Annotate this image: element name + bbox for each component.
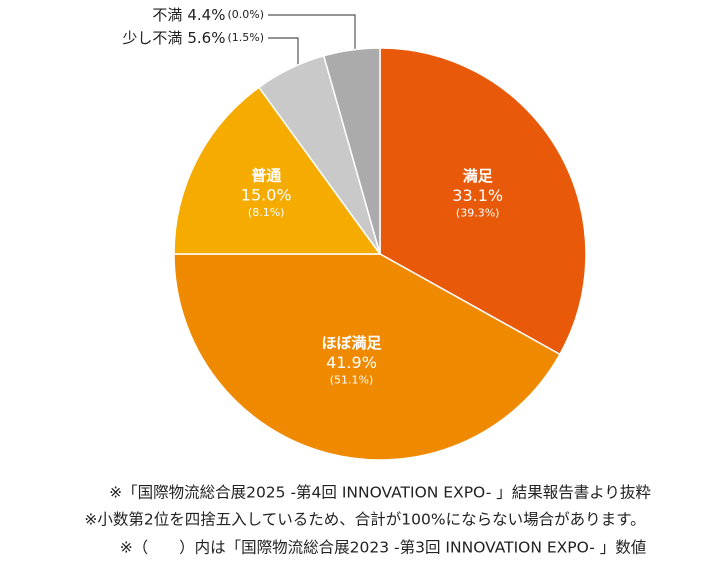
value-label: 15.0%: [241, 186, 292, 205]
previous-label: (39.3%): [456, 207, 500, 220]
value-label: 4.4%: [187, 6, 225, 24]
previous-label: (51.1%): [330, 374, 374, 387]
value-label: 41.9%: [326, 353, 377, 372]
pie-slice: [379, 47, 587, 356]
footnote: ※「国際物流総合展2025 -第4回 INNOVATION EXPO- 」結果報…: [109, 484, 651, 502]
leader-line: [268, 37, 299, 66]
footnote: ※（ ）内は「国際物流総合展2023 -第3回 INNOVATION EXPO-…: [120, 539, 647, 557]
value-label: 5.6%: [187, 29, 225, 47]
category-label: 満足: [463, 167, 494, 185]
slice-label: 不満 4.4% (0.0%): [152, 6, 264, 24]
pie-slice: [322, 47, 381, 255]
category-label: 不満: [152, 6, 182, 24]
footnote: ※小数第2位を四捨五入しているため、合計が100%にならない場合があります。: [84, 511, 645, 529]
category-label: ほぼ満足: [321, 334, 382, 352]
previous-label: (1.5%): [227, 31, 264, 44]
category-label: 少し不満: [122, 29, 182, 47]
pie-slice: [173, 253, 561, 461]
leader-line: [268, 14, 356, 50]
previous-label: (8.1%): [248, 206, 285, 219]
pie-slice: [173, 86, 382, 255]
previous-label: (0.0%): [227, 8, 264, 21]
category-label: 普通: [251, 167, 281, 185]
slice-label: 少し不満 5.6% (1.5%): [122, 29, 264, 47]
value-label: 33.1%: [452, 186, 503, 205]
